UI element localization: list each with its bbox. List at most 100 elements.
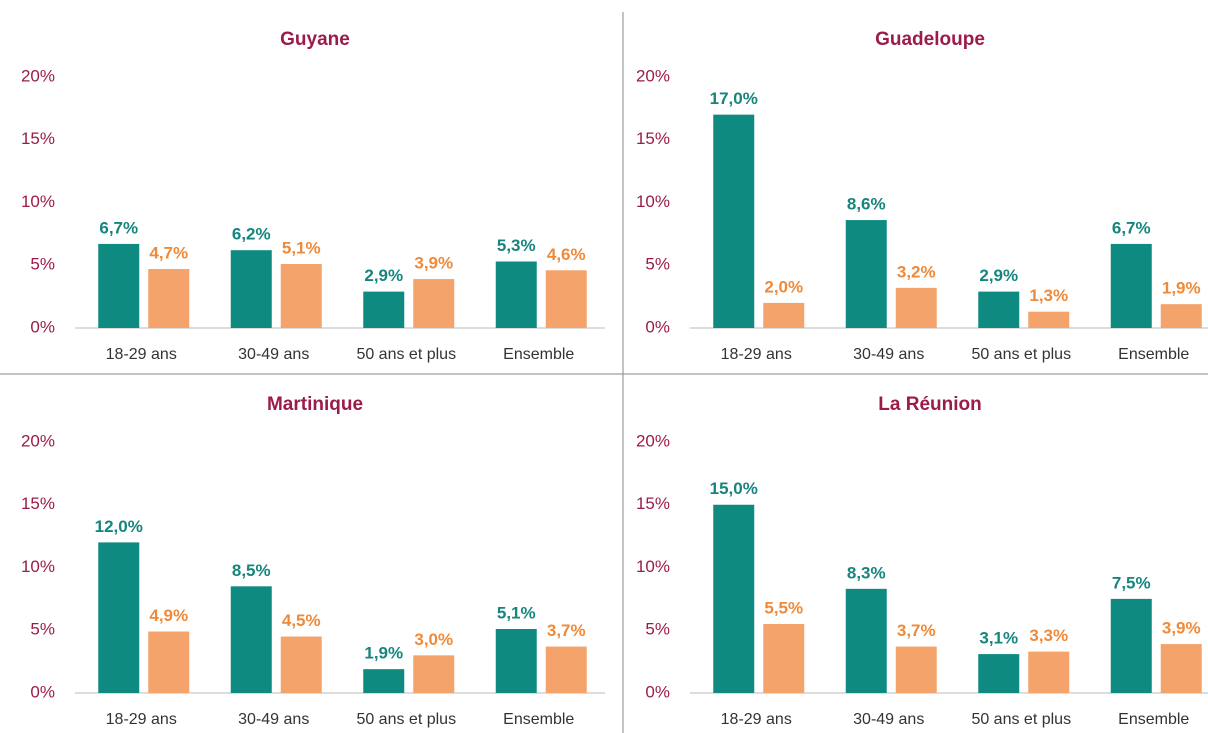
value-label: 6,7% <box>99 218 138 237</box>
bar <box>363 291 405 328</box>
y-tick-label: 10% <box>21 192 55 211</box>
value-label: 2,9% <box>364 266 403 285</box>
bar <box>413 279 455 328</box>
value-label: 12,0% <box>95 517 143 536</box>
bar <box>763 302 805 328</box>
y-tick-label: 10% <box>636 192 670 211</box>
panel-title: Martinique <box>267 394 363 415</box>
value-label: 3,3% <box>1029 626 1068 645</box>
x-tick-label: 50 ans et plus <box>356 711 456 728</box>
panel-title: La Réunion <box>878 394 981 415</box>
x-tick-label: 50 ans et plus <box>356 346 456 363</box>
y-tick-label: 5% <box>30 255 55 274</box>
y-tick-label: 5% <box>645 620 670 639</box>
x-tick-label: 30-49 ans <box>853 346 924 363</box>
bar <box>1028 651 1070 693</box>
bar <box>280 636 322 693</box>
bar <box>713 504 755 693</box>
bar <box>98 542 140 693</box>
bar <box>895 287 937 328</box>
x-tick-label: 30-49 ans <box>853 711 924 728</box>
bar <box>280 263 322 328</box>
y-tick-label: 5% <box>645 255 670 274</box>
bar <box>230 586 272 693</box>
x-tick-label: Ensemble <box>1118 346 1189 363</box>
y-tick-label: 0% <box>30 682 55 701</box>
value-label: 4,6% <box>547 245 586 264</box>
y-tick-label: 0% <box>645 682 670 701</box>
value-label: 3,9% <box>1162 619 1201 638</box>
bar <box>1110 598 1152 693</box>
bar <box>1160 644 1202 693</box>
value-label: 15,0% <box>710 479 758 498</box>
panel-title: Guyane <box>280 29 350 50</box>
bar <box>363 669 405 693</box>
bar <box>845 220 887 328</box>
bar <box>148 631 190 693</box>
value-label: 4,5% <box>282 611 321 630</box>
x-tick-label: 30-49 ans <box>238 711 309 728</box>
value-label: 1,9% <box>1162 279 1201 298</box>
value-label: 5,5% <box>764 598 803 617</box>
y-tick-label: 15% <box>21 494 55 513</box>
panel-title: Guadeloupe <box>875 29 985 50</box>
value-label: 6,2% <box>232 225 271 244</box>
value-label: 8,5% <box>232 561 271 580</box>
y-tick-label: 10% <box>636 557 670 576</box>
bar <box>1160 304 1202 328</box>
y-tick-label: 20% <box>21 431 55 450</box>
x-tick-label: 18-29 ans <box>106 346 177 363</box>
y-tick-label: 20% <box>21 66 55 85</box>
bar <box>148 269 190 328</box>
y-tick-label: 10% <box>21 557 55 576</box>
value-label: 3,9% <box>414 254 453 273</box>
x-tick-label: 50 ans et plus <box>971 711 1071 728</box>
bar <box>495 628 537 693</box>
value-label: 3,7% <box>547 621 586 640</box>
y-tick-label: 15% <box>636 129 670 148</box>
y-tick-label: 15% <box>636 494 670 513</box>
value-label: 3,7% <box>897 621 936 640</box>
value-label: 3,1% <box>979 629 1018 648</box>
value-label: 6,7% <box>1112 218 1151 237</box>
value-label: 1,9% <box>364 644 403 663</box>
y-tick-label: 15% <box>21 129 55 148</box>
value-label: 4,7% <box>149 243 188 262</box>
y-tick-label: 5% <box>30 620 55 639</box>
bar <box>413 655 455 693</box>
y-tick-label: 0% <box>645 317 670 336</box>
value-label: 5,3% <box>497 236 536 255</box>
value-label: 2,0% <box>764 277 803 296</box>
bar <box>495 261 537 328</box>
x-tick-label: 30-49 ans <box>238 346 309 363</box>
value-label: 7,5% <box>1112 573 1151 592</box>
y-tick-label: 20% <box>636 431 670 450</box>
bar <box>713 114 755 329</box>
x-tick-label: 50 ans et plus <box>971 346 1071 363</box>
value-label: 3,0% <box>414 630 453 649</box>
x-tick-label: 18-29 ans <box>106 711 177 728</box>
value-label: 5,1% <box>282 238 321 257</box>
bar <box>230 250 272 328</box>
value-label: 5,1% <box>497 603 536 622</box>
bar <box>545 646 587 693</box>
value-label: 2,9% <box>979 266 1018 285</box>
bar <box>1110 243 1152 328</box>
x-tick-label: Ensemble <box>503 346 574 363</box>
x-tick-label: Ensemble <box>503 711 574 728</box>
value-label: 17,0% <box>710 89 758 108</box>
bar <box>545 270 587 328</box>
value-label: 3,2% <box>897 262 936 281</box>
bar <box>895 646 937 693</box>
x-tick-label: 18-29 ans <box>721 711 792 728</box>
value-label: 8,6% <box>847 195 886 214</box>
value-label: 8,3% <box>847 563 886 582</box>
bar <box>763 623 805 693</box>
y-tick-label: 20% <box>636 66 670 85</box>
x-tick-label: Ensemble <box>1118 711 1189 728</box>
bar <box>978 291 1020 328</box>
value-label: 1,3% <box>1029 286 1068 305</box>
y-tick-label: 0% <box>30 317 55 336</box>
bar <box>978 654 1020 693</box>
